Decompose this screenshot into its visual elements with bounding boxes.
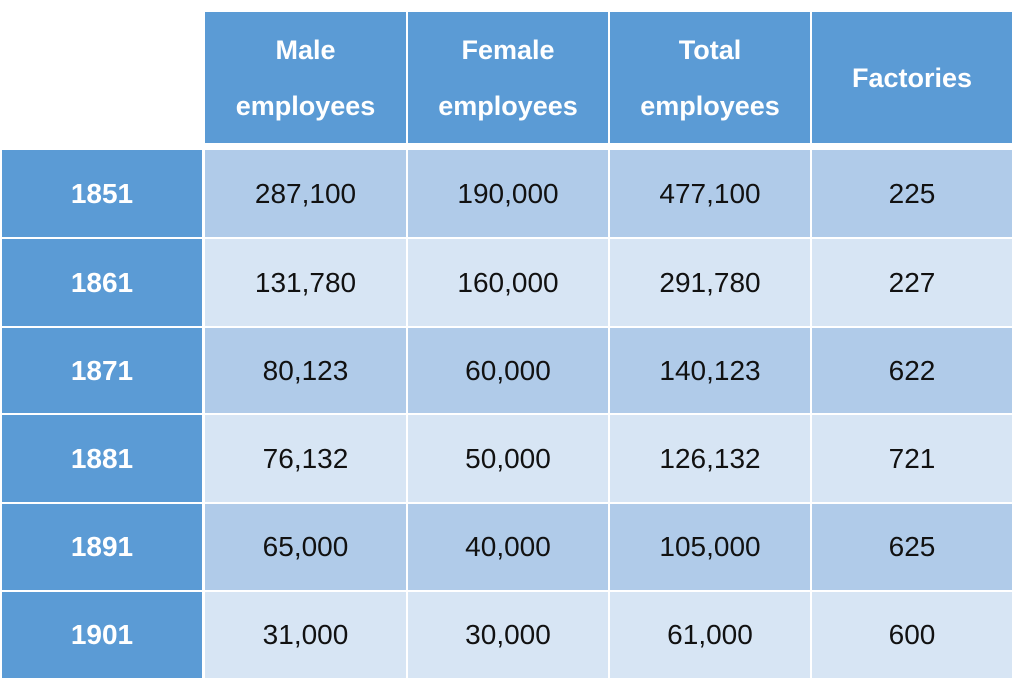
cell-total-1891: 105,000 — [610, 504, 810, 590]
cell-male-1901: 31,000 — [205, 592, 406, 678]
row-year-1881: 1881 — [2, 415, 202, 502]
cell-factories-1901: 600 — [812, 592, 1012, 678]
cell-male-1871: 80,123 — [205, 328, 406, 413]
cell-male-1851: 287,100 — [205, 150, 406, 237]
cell-female-1851: 190,000 — [408, 150, 608, 237]
cell-factories-1871: 622 — [812, 328, 1012, 413]
row-year-1861: 1861 — [2, 239, 202, 326]
row-year-1901: 1901 — [2, 592, 202, 678]
cell-male-1861: 131,780 — [205, 239, 406, 326]
row-year-1871: 1871 — [2, 328, 202, 413]
cell-female-1871: 60,000 — [408, 328, 608, 413]
cell-female-1901: 30,000 — [408, 592, 608, 678]
cell-total-1861: 291,780 — [610, 239, 810, 326]
column-header-factories: Factories — [812, 12, 1012, 143]
cell-total-1851: 477,100 — [610, 150, 810, 237]
column-header-female: Female employees — [408, 12, 608, 143]
column-header-total: Total employees — [610, 12, 810, 143]
cell-factories-1861: 227 — [812, 239, 1012, 326]
column-header-male: Male employees — [205, 12, 406, 143]
cell-total-1901: 61,000 — [610, 592, 810, 678]
cell-female-1881: 50,000 — [408, 415, 608, 502]
cell-male-1881: 76,132 — [205, 415, 406, 502]
cell-female-1891: 40,000 — [408, 504, 608, 590]
cell-factories-1851: 225 — [812, 150, 1012, 237]
cell-total-1871: 140,123 — [610, 328, 810, 413]
cell-total-1881: 126,132 — [610, 415, 810, 502]
cell-factories-1881: 721 — [812, 415, 1012, 502]
cell-factories-1891: 625 — [812, 504, 1012, 590]
cell-male-1891: 65,000 — [205, 504, 406, 590]
cell-female-1861: 160,000 — [408, 239, 608, 326]
row-year-1851: 1851 — [2, 150, 202, 237]
row-year-1891: 1891 — [2, 504, 202, 590]
